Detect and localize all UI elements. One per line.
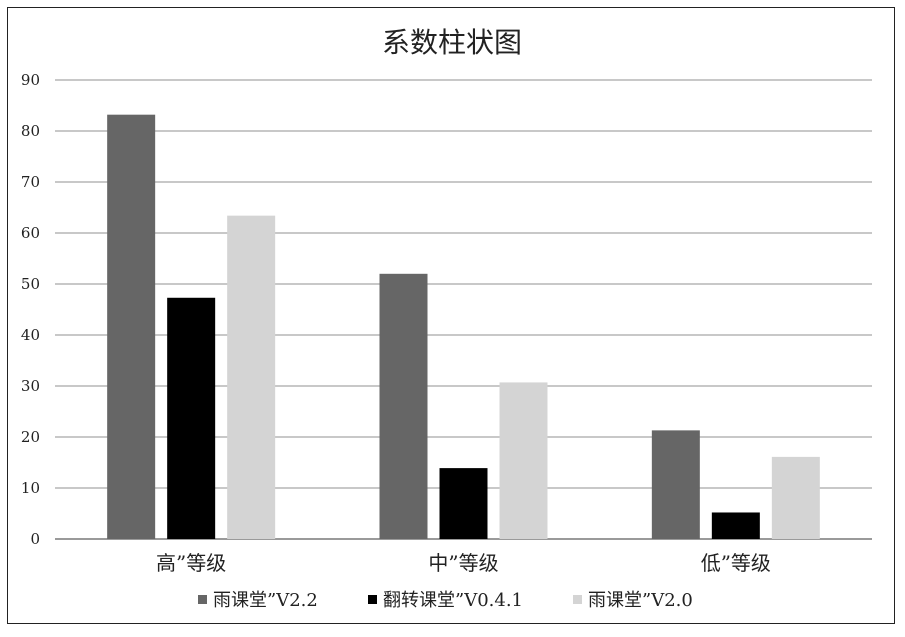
legend-label: 雨课堂”V2.2 [213, 590, 318, 611]
x-category-label: 低”等级 [701, 551, 771, 575]
bar-series-1-cat-2 [379, 273, 428, 539]
y-tick-label: 30 [21, 377, 40, 395]
bar-series-2-cat-2 [439, 468, 488, 539]
legend-label: 雨课堂”V2.0 [588, 590, 693, 611]
bar-series-3-cat-3 [771, 456, 820, 539]
y-tick-label: 40 [21, 326, 40, 344]
bar-series-1-cat-3 [651, 430, 700, 539]
y-tick-label: 80 [21, 122, 40, 140]
legend-swatch [368, 595, 377, 604]
y-tick-label: 0 [30, 530, 40, 548]
chart-title: 系数柱状图 [382, 26, 522, 59]
legend-swatch [198, 595, 207, 604]
y-tick-label: 10 [21, 479, 40, 497]
bar-series-2-cat-3 [711, 512, 760, 539]
legend-label: 翻转课堂”V0.4.1 [383, 590, 523, 611]
y-tick-label: 20 [21, 428, 40, 446]
x-category-label: 中”等级 [428, 551, 498, 575]
x-category-label: 高”等级 [156, 551, 226, 575]
y-tick-label: 90 [21, 71, 40, 89]
y-tick-label: 50 [21, 275, 40, 293]
y-tick-label: 70 [21, 173, 40, 191]
y-axis-ticks: 0 10 20 30 40 50 60 70 80 90 [21, 71, 40, 548]
y-tick-label: 60 [21, 224, 40, 242]
x-axis-categories: 高”等级 中”等级 低”等级 [156, 551, 771, 575]
bar-series-1-cat-1 [107, 114, 156, 540]
legend: 雨课堂”V2.2 翻转课堂”V0.4.1 雨课堂”V2.0 [198, 590, 693, 611]
legend-swatch [573, 595, 582, 604]
bar-series-3-cat-2 [499, 382, 548, 539]
bars [107, 114, 820, 540]
bar-series-3-cat-1 [227, 215, 276, 539]
bar-series-2-cat-1 [167, 297, 216, 539]
